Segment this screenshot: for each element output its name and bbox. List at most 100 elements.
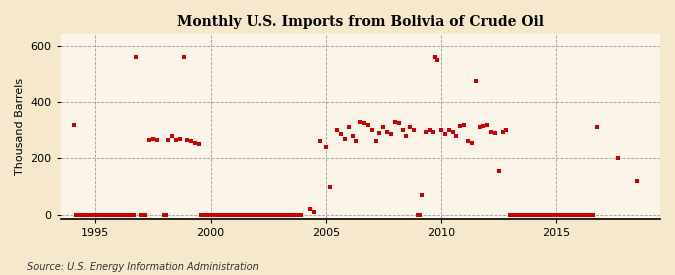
Point [551, 213, 562, 217]
Point [493, 169, 504, 173]
Point [524, 213, 535, 217]
Point [199, 213, 210, 217]
Point [348, 134, 358, 138]
Point [340, 136, 350, 141]
Point [148, 136, 159, 141]
Point [414, 213, 425, 217]
Point [178, 55, 189, 59]
Point [84, 213, 95, 217]
Point [109, 213, 120, 217]
Point [530, 213, 541, 217]
Point [82, 213, 93, 217]
Point [236, 213, 246, 217]
Point [374, 131, 385, 135]
Point [474, 125, 485, 130]
Point [539, 213, 550, 217]
Point [198, 213, 209, 217]
Point [520, 213, 531, 217]
Point [424, 128, 435, 132]
Point [123, 213, 134, 217]
Point [534, 213, 545, 217]
Point [459, 122, 470, 127]
Point [217, 213, 227, 217]
Point [305, 207, 316, 211]
Point [182, 138, 193, 142]
Point [462, 139, 473, 144]
Point [94, 213, 105, 217]
Point [522, 213, 533, 217]
Point [246, 213, 256, 217]
Point [371, 139, 381, 144]
Point [194, 142, 205, 147]
Point [344, 125, 354, 130]
Point [247, 213, 258, 217]
Point [105, 213, 116, 217]
Point [432, 57, 443, 62]
Point [130, 55, 141, 59]
Point [578, 213, 589, 217]
Point [632, 179, 643, 183]
Point [482, 122, 493, 127]
Point [526, 213, 537, 217]
Point [290, 213, 300, 217]
Point [580, 213, 591, 217]
Point [541, 213, 552, 217]
Point [151, 138, 162, 142]
Point [280, 213, 291, 217]
Point [124, 213, 135, 217]
Point [203, 213, 214, 217]
Point [512, 213, 523, 217]
Text: Source: U.S. Energy Information Administration: Source: U.S. Energy Information Administ… [27, 262, 259, 272]
Point [367, 128, 377, 132]
Point [244, 213, 254, 217]
Point [284, 213, 295, 217]
Point [265, 213, 275, 217]
Point [505, 213, 516, 217]
Point [221, 213, 232, 217]
Point [309, 210, 320, 214]
Point [547, 213, 558, 217]
Point [489, 131, 500, 135]
Point [278, 213, 289, 217]
Point [572, 213, 583, 217]
Point [111, 213, 122, 217]
Point [408, 128, 419, 132]
Point [558, 213, 569, 217]
Point [74, 213, 85, 217]
Point [88, 213, 99, 217]
Point [263, 213, 273, 217]
Point [69, 122, 80, 127]
Point [230, 213, 241, 217]
Point [582, 213, 593, 217]
Point [420, 129, 431, 134]
Point [282, 213, 293, 217]
Point [232, 213, 243, 217]
Point [219, 213, 230, 217]
Point [249, 213, 260, 217]
Point [223, 213, 234, 217]
Point [435, 128, 446, 132]
Point [144, 138, 155, 142]
Point [549, 213, 560, 217]
Point [196, 213, 207, 217]
Point [76, 213, 87, 217]
Point [362, 122, 373, 127]
Point [574, 213, 585, 217]
Point [228, 213, 239, 217]
Point [497, 129, 508, 134]
Point [535, 213, 546, 217]
Point [397, 128, 408, 132]
Point [267, 213, 277, 217]
Point [259, 213, 269, 217]
Point [242, 213, 252, 217]
Point [121, 213, 132, 217]
Point [226, 213, 237, 217]
Point [159, 213, 170, 217]
Point [528, 213, 539, 217]
Point [215, 213, 225, 217]
Point [315, 139, 325, 144]
Point [234, 213, 245, 217]
Point [532, 213, 543, 217]
Point [351, 139, 362, 144]
Point [271, 213, 281, 217]
